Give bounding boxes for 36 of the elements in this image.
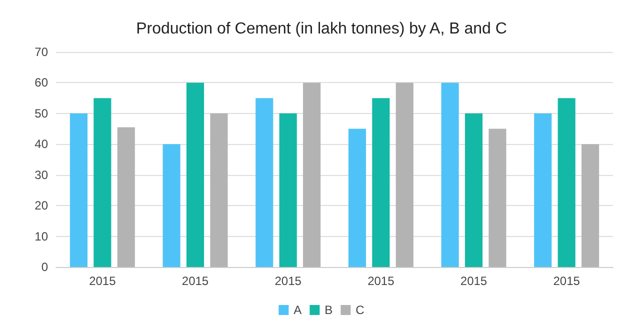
bar	[210, 113, 228, 267]
x-tick-label: 2015	[460, 274, 488, 288]
bar	[279, 113, 297, 267]
legend-label: A	[294, 303, 302, 317]
y-tick-label: 30	[34, 168, 48, 182]
x-tick-label: 2015	[553, 274, 580, 288]
bar	[441, 82, 459, 267]
y-tick-label: 10	[34, 229, 48, 244]
x-tick-label: 2015	[274, 274, 302, 288]
bar	[534, 113, 552, 267]
bar	[558, 98, 576, 267]
x-tick-label: 2015	[182, 274, 209, 288]
bar	[256, 98, 274, 267]
y-tick-label: 60	[34, 76, 48, 90]
bar	[117, 127, 135, 267]
bar	[94, 98, 112, 267]
legend-label: B	[324, 303, 333, 317]
bar	[303, 82, 321, 267]
bar	[70, 113, 88, 267]
chart-title: Production of Cement (in lakh tonnes) by A, B and C	[136, 20, 507, 38]
y-tick-label: 20	[34, 198, 48, 213]
legend-label: C	[356, 303, 365, 317]
y-tick-label: 0	[41, 260, 48, 274]
y-tick-label: 50	[34, 106, 48, 120]
bar	[372, 98, 390, 267]
bar	[582, 144, 600, 267]
x-tick-label: 2015	[368, 274, 395, 288]
y-tick-label: 70	[34, 45, 48, 59]
bar	[464, 113, 483, 267]
bar	[162, 144, 180, 267]
bar	[488, 128, 506, 267]
y-tick-label: 40	[34, 137, 48, 152]
bar	[348, 128, 366, 267]
x-tick-label: 2015	[89, 274, 116, 288]
bar	[396, 82, 414, 267]
bar	[186, 82, 204, 267]
